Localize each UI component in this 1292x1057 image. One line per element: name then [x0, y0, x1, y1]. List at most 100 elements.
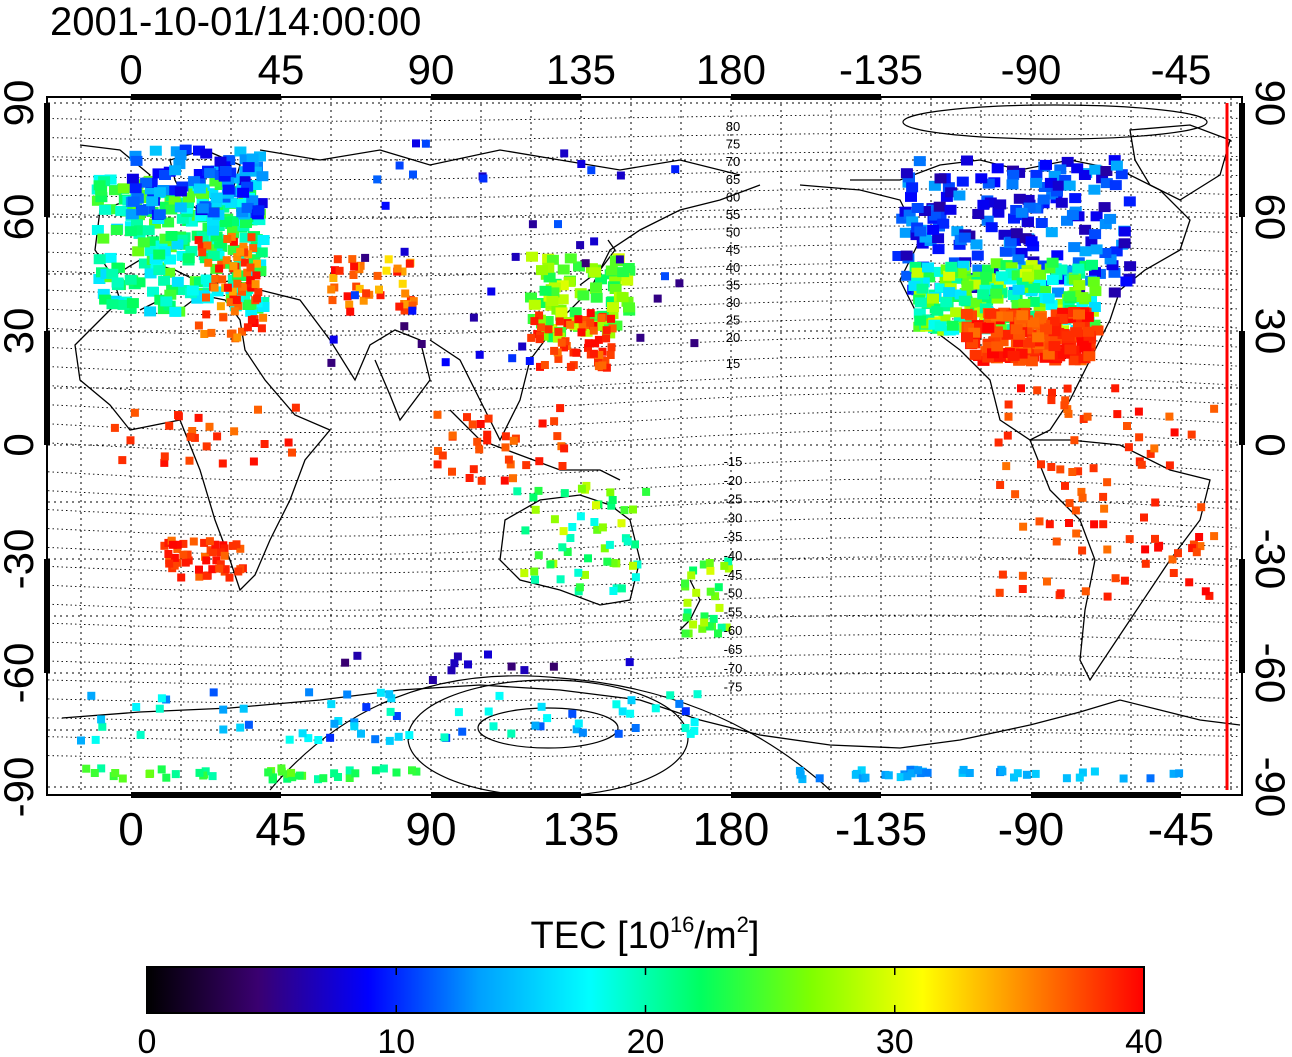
tec-cell	[227, 216, 239, 227]
tec-cell	[1004, 236, 1017, 247]
tec-cell	[174, 202, 187, 213]
tec-cell	[126, 436, 135, 445]
tec-cell	[1076, 292, 1089, 303]
tec-cell	[981, 295, 994, 306]
tec-cell	[1019, 343, 1032, 354]
tec-cell	[899, 227, 912, 238]
tec-cell	[931, 305, 944, 316]
tec-cell	[95, 185, 108, 196]
tec-cell	[961, 332, 973, 343]
tec-cell	[666, 691, 675, 700]
tec-cell	[247, 233, 256, 242]
tec-cell	[252, 205, 265, 216]
tec-cell	[901, 270, 914, 281]
tec-cell	[1192, 548, 1201, 557]
tec-cell	[91, 735, 100, 744]
tec-cell	[157, 694, 166, 703]
tec-cell	[1083, 351, 1096, 362]
tec-cell	[487, 287, 496, 296]
tec-cell	[210, 231, 223, 242]
tec-cell	[1195, 533, 1204, 541]
tec-cell	[913, 308, 926, 319]
tec-cell	[934, 321, 947, 332]
tec-cell	[1007, 350, 1020, 361]
tec-cell	[1006, 179, 1019, 190]
tec-cell	[196, 203, 209, 214]
tec-cell	[181, 558, 190, 567]
tec-cell	[625, 658, 634, 667]
tec-cell	[195, 768, 204, 777]
tec-cell	[155, 240, 168, 251]
contour-labels: 80 75 70 65 60 55 50 45 40 35 30 25 20 15 -15 -20 -25 -30…	[724, 119, 743, 695]
tec-cell	[330, 719, 339, 728]
tec-cell	[168, 540, 177, 549]
tec-cell	[165, 191, 178, 201]
tec-cell	[489, 722, 498, 731]
tec-cell	[104, 174, 117, 185]
tec-cell	[536, 362, 544, 371]
tec-cell	[714, 583, 723, 592]
tec-cell	[564, 253, 577, 264]
tec-cell	[375, 285, 383, 294]
tec-cell	[550, 417, 559, 426]
tec-cell	[348, 255, 357, 264]
tec-cell	[216, 302, 225, 311]
tec-cell	[387, 694, 396, 703]
tec-cell	[1090, 520, 1099, 529]
contour-label: 25	[726, 313, 740, 328]
tec-cell	[566, 362, 575, 371]
tec-cell	[969, 349, 982, 360]
contour-label: -30	[724, 510, 743, 525]
tec-cell	[1141, 559, 1150, 568]
magnetic-latitude-contour	[47, 614, 1241, 630]
tec-cell	[236, 723, 245, 732]
tec-cell	[1032, 332, 1045, 343]
tec-cell	[450, 659, 459, 668]
contour-label: -55	[724, 604, 743, 619]
tec-cell	[617, 584, 626, 593]
tec-cell	[1027, 345, 1040, 356]
tec-cell	[687, 571, 696, 580]
tec-cell	[617, 519, 626, 528]
tec-cell	[857, 766, 866, 775]
tec-cell	[1061, 331, 1074, 342]
tec-cell	[560, 343, 568, 352]
tec-cell	[134, 225, 147, 236]
tec-cell	[1048, 341, 1061, 352]
tec-cell	[401, 289, 410, 298]
tec-cell	[534, 486, 543, 495]
contour-label: 15	[726, 356, 740, 371]
top-longitude-label: 135	[546, 46, 616, 93]
tec-cell	[911, 203, 924, 213]
contour-label: 75	[726, 137, 740, 152]
tec-cell	[1048, 326, 1061, 337]
tec-cell	[984, 197, 997, 208]
tec-cell	[608, 324, 617, 333]
tec-cell	[207, 328, 216, 337]
tec-cell	[359, 296, 368, 305]
tec-cell	[1062, 298, 1075, 309]
tec-cell	[504, 455, 513, 464]
contour-label: 20	[726, 330, 740, 345]
tec-cell	[405, 731, 414, 740]
tec-cell	[236, 247, 245, 256]
tec-cell	[1120, 576, 1129, 585]
tec-cell	[861, 773, 870, 782]
colorbar-tick-label: 30	[876, 1023, 914, 1057]
tec-cell	[686, 729, 695, 738]
tec-cell	[248, 254, 261, 265]
tec-cell	[1169, 769, 1178, 778]
tec-cell	[896, 773, 905, 782]
tec-cell	[999, 246, 1012, 257]
tec-cell	[546, 254, 559, 265]
tec-cell	[1042, 293, 1055, 304]
tec-cell	[616, 171, 625, 180]
tec-cell	[326, 733, 335, 742]
tec-cell	[982, 178, 995, 189]
left-latitude-label: 30	[0, 308, 42, 355]
tec-cell	[229, 262, 238, 271]
tec-cell	[1210, 532, 1219, 541]
bottom-longitude-label: 0	[118, 803, 144, 855]
tec-cell	[153, 187, 166, 198]
